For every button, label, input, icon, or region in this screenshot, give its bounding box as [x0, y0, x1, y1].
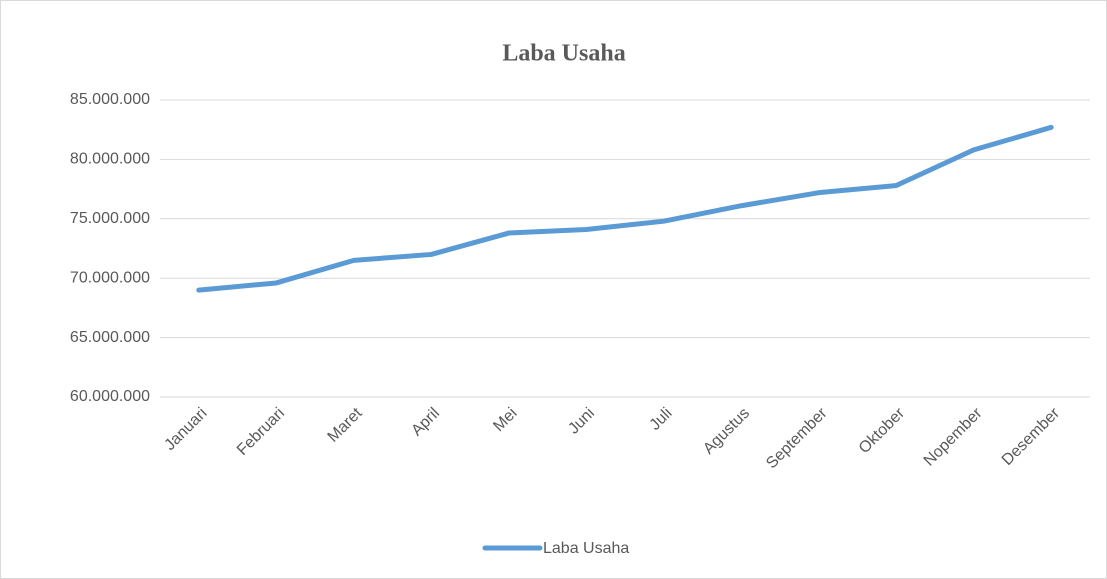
y-tick-label: 65.000.000 [70, 329, 150, 346]
y-tick-label: 75.000.000 [70, 210, 150, 227]
y-tick-label: 80.000.000 [70, 151, 150, 168]
chart-title: Laba Usaha [502, 41, 625, 67]
legend-label: Laba Usaha [543, 540, 629, 557]
y-tick-label: 60.000.000 [70, 388, 150, 405]
data-line [196, 124, 1054, 293]
y-tick-label: 85.000.000 [70, 91, 150, 108]
y-tick-label: 70.000.000 [70, 269, 150, 286]
